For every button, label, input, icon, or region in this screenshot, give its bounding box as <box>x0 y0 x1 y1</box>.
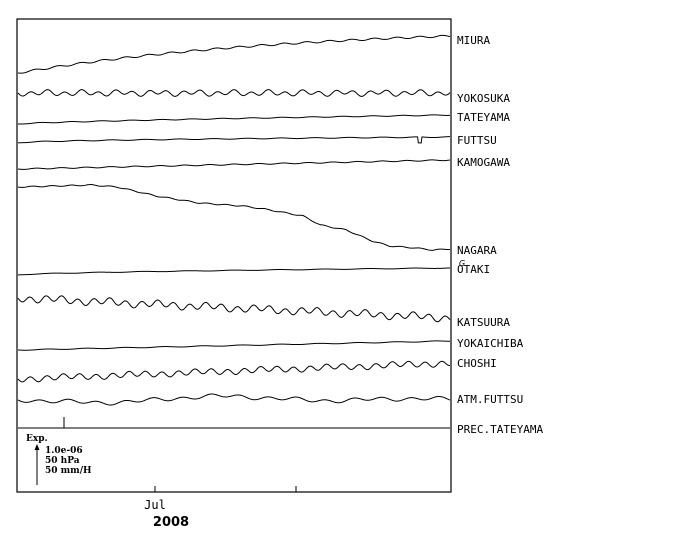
trace-tateyama <box>17 114 451 125</box>
plot-frame <box>16 18 452 493</box>
series-label-yokaichiba: YOKAICHIBA <box>457 337 524 350</box>
legend-strain-scale: 1.0e-06 <box>45 446 83 456</box>
note-marker: G <box>459 259 465 268</box>
year-label: 2008 <box>153 515 189 530</box>
series-labels: MIURA YOKOSUKA TATEYAMA FUTTSU KAMOGAWA NAGAR… <box>457 34 543 436</box>
legend-arrow-head <box>34 444 40 450</box>
trace-katsuura <box>17 295 451 323</box>
series-label-miura: MIURA <box>457 34 490 47</box>
trace-atm-futtsu <box>17 393 451 406</box>
legend-precip-scale: 50 mm/H <box>45 466 92 476</box>
series-label-katsuura: KATSUURA <box>457 316 510 329</box>
x-tick-label: Jul <box>144 498 166 512</box>
series-label-choshi: CHOSHI <box>457 357 497 370</box>
trace-miura <box>17 34 451 74</box>
trace-otaki <box>17 267 451 276</box>
series-label-tateyama: TATEYAMA <box>457 111 510 124</box>
series-label-prec-tateyama: PREC.TATEYAMA <box>457 423 543 436</box>
trace-yokosuka <box>17 89 451 97</box>
series-label-kamogawa: KAMOGAWA <box>457 156 510 169</box>
series-label-atm-futtsu: ATM.FUTTSU <box>457 393 523 406</box>
legend-title: Exp. <box>26 434 48 444</box>
legend-pressure-scale: 50 hPa <box>45 456 80 466</box>
series-label-futtsu: FUTTSU <box>457 134 497 147</box>
trace-kamogawa <box>17 159 451 170</box>
traces <box>17 34 451 429</box>
trace-futtsu <box>17 136 451 144</box>
trace-yokaichiba <box>17 340 451 351</box>
trace-nagara <box>17 184 451 251</box>
series-label-otaki: OTAKI <box>457 263 490 276</box>
series-label-yokosuka: YOKOSUKA <box>457 92 510 105</box>
trace-choshi <box>17 360 451 383</box>
series-label-nagara: NAGARA <box>457 244 497 257</box>
